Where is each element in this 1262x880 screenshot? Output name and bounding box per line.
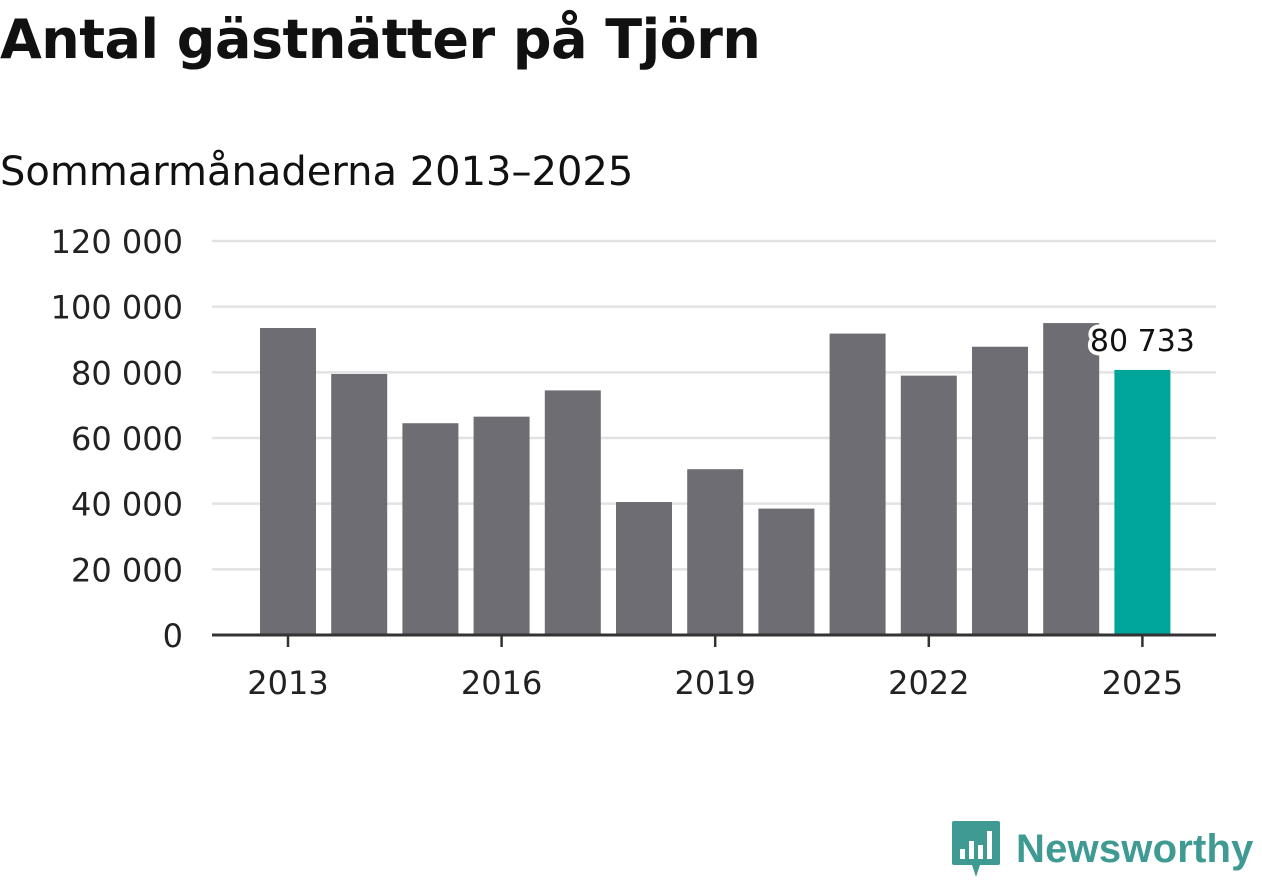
x-axis-tick-labels: 2013 2016 2019 2022 2025 <box>247 664 1183 702</box>
bar-2024 <box>1043 323 1100 635</box>
bar-2025 <box>1114 369 1171 635</box>
data-label-halo: 80 733 <box>1090 324 1195 359</box>
chart-subtitle: Sommarmånaderna 2013–2025 <box>0 149 634 195</box>
chart-title: Antal gästnätter på Tjörn <box>0 8 761 71</box>
bar-2020 <box>758 508 815 635</box>
y-tick-label: 20 000 <box>71 551 183 589</box>
y-tick-label: 40 000 <box>71 486 183 524</box>
y-tick-label: 60 000 <box>71 420 183 458</box>
bar-2016 <box>473 416 530 635</box>
bar-2021 <box>829 333 886 635</box>
bar-2022 <box>900 375 957 635</box>
x-tick-label: 2022 <box>888 664 969 702</box>
bar-2014 <box>331 373 388 635</box>
bar-2018 <box>616 502 672 635</box>
x-tick-label: 2019 <box>674 664 755 702</box>
bar-2013 <box>260 328 316 635</box>
x-tick-label: 2016 <box>461 664 542 702</box>
brand-footer: Newsworthy <box>950 818 1254 880</box>
x-tick-label: 2025 <box>1102 664 1183 702</box>
bars <box>260 323 1171 635</box>
newsworthy-logo-icon <box>952 821 1000 877</box>
x-tick-label: 2013 <box>247 664 328 702</box>
y-axis-tick-labels: 0 20 000 40 000 60 000 80 000 100 000 120 000 <box>51 223 183 655</box>
y-tick-label: 80 000 <box>71 354 183 392</box>
y-tick-label: 0 <box>163 617 183 655</box>
data-label: 80 733 <box>1090 324 1195 359</box>
y-tick-label: 120 000 <box>51 223 183 261</box>
y-tick-label: 100 000 <box>51 289 183 327</box>
bar-2015 <box>402 423 459 635</box>
bar-2019 <box>687 469 744 635</box>
brand-name: Newsworthy <box>1016 826 1254 871</box>
bar-2017 <box>544 390 601 635</box>
x-axis <box>212 633 1216 647</box>
bar-2023 <box>972 346 1028 635</box>
